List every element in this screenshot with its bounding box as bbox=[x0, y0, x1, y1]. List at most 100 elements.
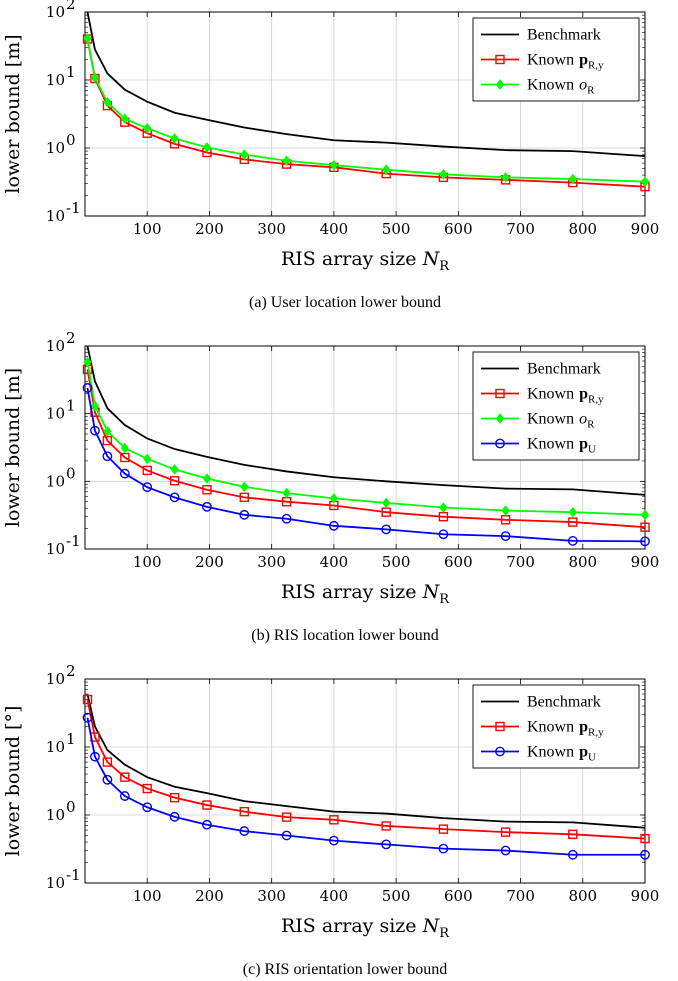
x-tick-label: 900 bbox=[631, 553, 660, 571]
y-tick-exponent: 0 bbox=[66, 131, 76, 149]
data-point bbox=[143, 122, 152, 134]
x-axis-label: RIS array size NR bbox=[281, 915, 450, 941]
x-tick-label: 200 bbox=[195, 553, 224, 571]
y-tick-exponent: 2 bbox=[66, 662, 76, 680]
data-point bbox=[142, 802, 153, 813]
data-point bbox=[169, 476, 180, 486]
data-point bbox=[328, 835, 339, 846]
data-point bbox=[102, 435, 113, 446]
data-point bbox=[119, 791, 130, 801]
data-point bbox=[239, 492, 249, 503]
y-tick-label: 10 bbox=[46, 472, 65, 490]
x-tick-label: 600 bbox=[444, 553, 473, 571]
y-tick-label: 10 bbox=[46, 670, 65, 688]
data-point bbox=[500, 827, 511, 837]
x-tick-label: 100 bbox=[133, 887, 162, 905]
data-point bbox=[142, 465, 152, 476]
data-point bbox=[169, 811, 180, 822]
data-point bbox=[143, 453, 152, 465]
x-tick-label: 800 bbox=[568, 220, 597, 238]
data-point bbox=[169, 792, 180, 803]
data-point bbox=[568, 506, 577, 518]
data-point bbox=[568, 829, 578, 840]
data-point bbox=[120, 442, 129, 454]
x-tick-label: 700 bbox=[506, 220, 535, 238]
legend-label: Benchmark bbox=[527, 694, 601, 711]
data-point bbox=[102, 774, 113, 785]
data-point bbox=[381, 839, 392, 850]
data-point bbox=[501, 172, 510, 183]
series-line bbox=[86, 717, 645, 856]
x-tick-label: 500 bbox=[382, 553, 411, 571]
data-point bbox=[240, 481, 249, 493]
data-point bbox=[90, 400, 100, 412]
legend-swatch-marker bbox=[495, 438, 505, 449]
data-point bbox=[568, 517, 578, 527]
x-tick-label: 900 bbox=[631, 887, 660, 905]
data-point bbox=[281, 830, 292, 841]
data-point bbox=[640, 509, 650, 521]
data-point bbox=[329, 159, 339, 171]
x-tick-label: 100 bbox=[133, 553, 162, 571]
legend-label: Known oR bbox=[527, 77, 595, 97]
panel-caption: (b) RIS location lower bound bbox=[251, 627, 439, 644]
data-point bbox=[567, 535, 578, 546]
legend-box bbox=[472, 351, 640, 461]
data-point bbox=[381, 821, 391, 831]
x-tick-label: 300 bbox=[257, 553, 286, 571]
data-point bbox=[382, 497, 391, 509]
data-point bbox=[202, 473, 212, 484]
x-tick-label: 400 bbox=[320, 220, 349, 238]
y-tick-exponent: 1 bbox=[66, 63, 76, 81]
data-point bbox=[640, 176, 650, 187]
legend-label: Known oR bbox=[527, 411, 595, 431]
y-axis-label: lower bound [m] bbox=[2, 34, 24, 193]
series-line bbox=[86, 699, 646, 840]
data-point bbox=[439, 502, 448, 513]
y-tick-label: 10 bbox=[46, 3, 65, 21]
data-point bbox=[103, 425, 112, 437]
data-point bbox=[83, 356, 92, 368]
x-tick-label: 300 bbox=[257, 220, 286, 238]
data-point bbox=[240, 149, 249, 160]
data-point bbox=[239, 509, 250, 520]
x-axis-label: RIS array size NR bbox=[281, 248, 450, 274]
legend-swatch-marker bbox=[495, 721, 505, 732]
data-point bbox=[329, 493, 339, 504]
legend-label: Known pR,y bbox=[527, 52, 604, 72]
x-tick-label: 700 bbox=[506, 887, 535, 905]
data-point bbox=[438, 824, 449, 834]
series-line bbox=[86, 369, 646, 529]
data-point bbox=[120, 452, 130, 463]
data-point bbox=[170, 464, 179, 475]
x-tick-label: 200 bbox=[195, 887, 224, 905]
data-point bbox=[83, 33, 92, 44]
data-point bbox=[381, 524, 392, 535]
data-point bbox=[438, 843, 449, 854]
y-tick-exponent: -1 bbox=[66, 866, 81, 884]
x-tick-label: 300 bbox=[257, 887, 286, 905]
x-tick-label: 100 bbox=[133, 220, 162, 238]
series-line bbox=[86, 387, 646, 543]
data-point bbox=[142, 482, 153, 493]
data-point bbox=[120, 113, 129, 124]
y-tick-label: 10 bbox=[46, 806, 65, 824]
x-axis-label: RIS array size NR bbox=[281, 581, 450, 607]
data-point bbox=[90, 751, 100, 762]
legend-label: Known pR,y bbox=[527, 719, 604, 739]
y-tick-exponent: 1 bbox=[66, 730, 76, 748]
data-point bbox=[90, 425, 100, 436]
data-point bbox=[170, 133, 179, 144]
y-tick-exponent: 1 bbox=[66, 397, 76, 415]
x-tick-label: 600 bbox=[444, 220, 473, 238]
panel-caption: (c) RIS orientation lower bound bbox=[243, 961, 447, 978]
data-point bbox=[102, 451, 113, 462]
x-tick-label: 400 bbox=[320, 887, 349, 905]
data-point bbox=[281, 812, 292, 822]
x-tick-label: 200 bbox=[195, 220, 224, 238]
legend-label: Known pR,y bbox=[527, 386, 604, 406]
data-point bbox=[640, 849, 650, 860]
